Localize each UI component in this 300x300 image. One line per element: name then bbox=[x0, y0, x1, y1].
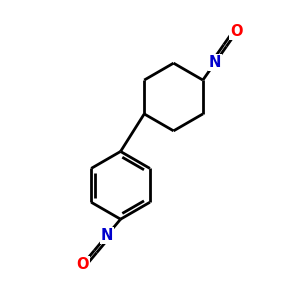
Text: O: O bbox=[76, 257, 89, 272]
Text: O: O bbox=[231, 24, 243, 39]
Text: N: N bbox=[101, 228, 113, 243]
Text: N: N bbox=[209, 55, 221, 70]
